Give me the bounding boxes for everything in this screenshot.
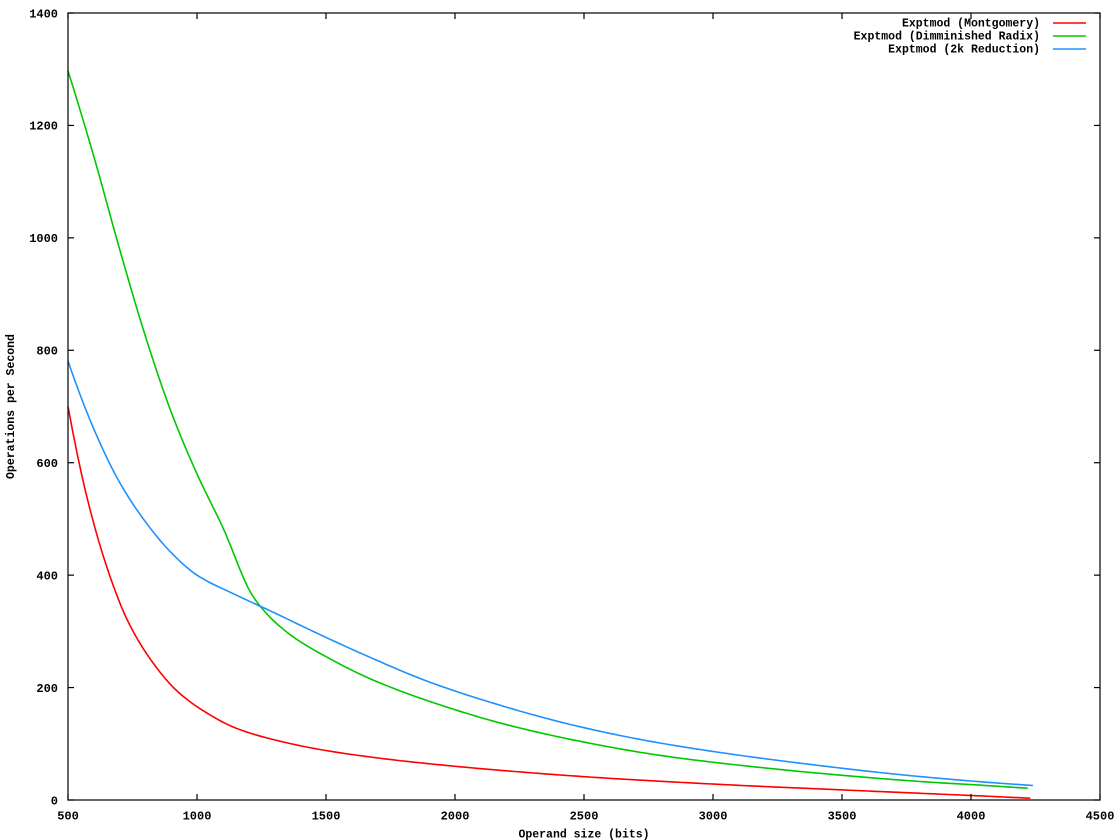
svg-text:Exptmod (Montgomery): Exptmod (Montgomery) [902,18,1040,31]
svg-text:Operand size (bits): Operand size (bits) [518,829,649,840]
svg-text:Exptmod (2k Reduction): Exptmod (2k Reduction) [888,44,1040,57]
svg-text:Operations per Second: Operations per Second [5,334,18,479]
svg-text:1500: 1500 [312,810,341,824]
svg-text:1400: 1400 [29,7,58,21]
svg-text:4500: 4500 [1086,810,1115,824]
svg-text:0: 0 [51,794,58,808]
svg-text:200: 200 [36,682,58,696]
svg-text:500: 500 [57,810,79,824]
svg-text:3000: 3000 [699,810,728,824]
svg-text:800: 800 [36,345,58,359]
svg-text:2500: 2500 [570,810,599,824]
svg-text:3500: 3500 [828,810,857,824]
svg-text:2000: 2000 [441,810,470,824]
svg-text:1200: 1200 [29,120,58,134]
svg-text:Exptmod (Dimminished Radix): Exptmod (Dimminished Radix) [854,31,1040,44]
svg-text:4000: 4000 [957,810,986,824]
svg-text:400: 400 [36,569,58,583]
svg-text:600: 600 [36,457,58,471]
svg-text:1000: 1000 [29,232,58,246]
svg-text:1000: 1000 [183,810,212,824]
